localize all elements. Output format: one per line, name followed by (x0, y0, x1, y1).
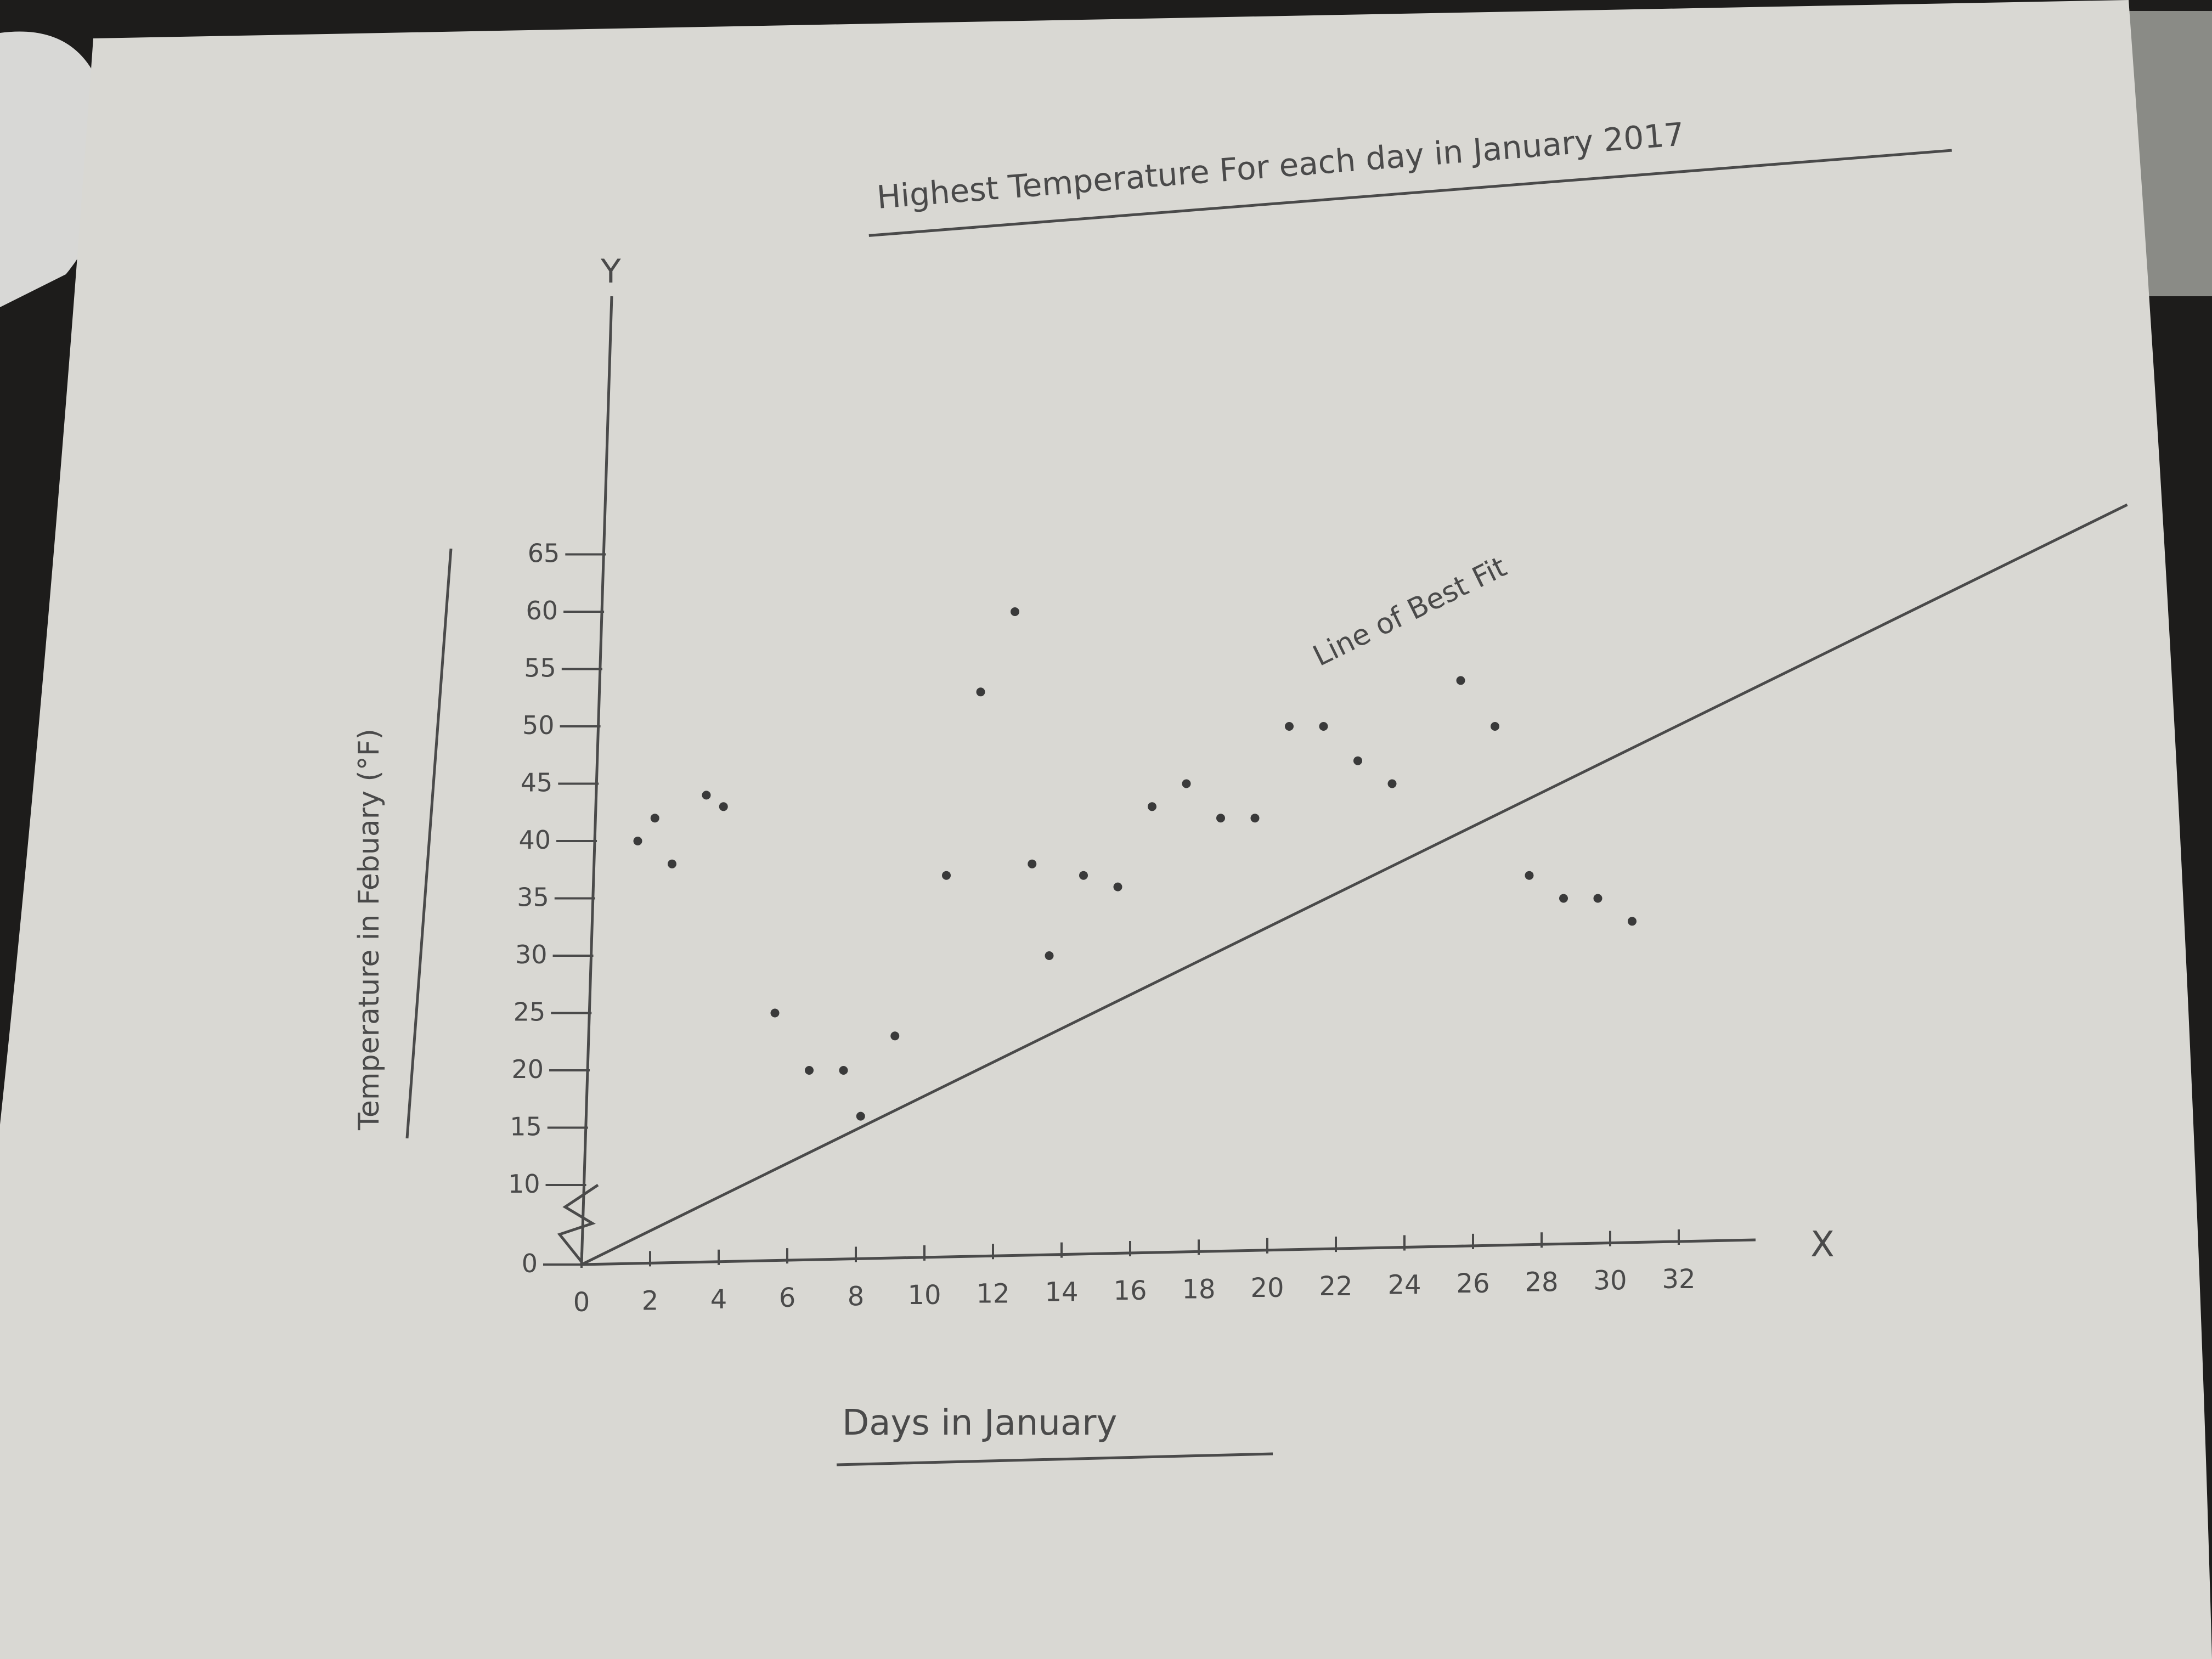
best-fit-line (580, 503, 2128, 1266)
x-tick-label: 26 (1456, 1268, 1489, 1299)
x-axis-ticks: 0 2 4 6 8 10 12 14 16 18 20 22 24 26 28 30 32 (573, 1229, 1696, 1318)
data-point (1182, 779, 1191, 788)
data-point (1148, 802, 1156, 811)
data-point (1045, 951, 1054, 960)
data-point (1216, 814, 1225, 823)
x-axis-label: Days in January (842, 1403, 1117, 1443)
data-point (633, 837, 642, 845)
data-point (976, 687, 985, 697)
x-axis-letter: X (1810, 1224, 1835, 1265)
x-tick-label: 0 (573, 1287, 590, 1318)
x-tick-label: 8 (848, 1282, 865, 1312)
chart-title-underline (868, 149, 1952, 237)
y-axis-label-group: Temperature in Febuary (°F) (353, 729, 386, 1131)
data-point (1628, 917, 1637, 926)
y-tick-label: 25 (514, 997, 546, 1027)
x-tick-label: 22 (1319, 1271, 1352, 1302)
data-points (633, 607, 1637, 1121)
x-tick-label: 6 (779, 1283, 796, 1313)
y-tick-label: 30 (515, 940, 548, 969)
y-axis-ticks: 0 10 15 20 25 30 35 40 45 50 55 60 65 (508, 539, 606, 1278)
y-axis-line (580, 296, 613, 1265)
y-axis-letter: Y (600, 252, 621, 291)
y-tick-label: 50 (522, 710, 555, 740)
y-tick-label: 55 (524, 653, 556, 683)
data-point (1353, 756, 1362, 765)
y-tick-label: 60 (526, 596, 558, 625)
data-point (719, 802, 728, 811)
x-tick-label: 2 (642, 1285, 659, 1316)
x-axis-line (581, 1238, 1756, 1266)
data-point (702, 791, 711, 800)
y-tick-label: 20 (511, 1054, 544, 1084)
y-axis-label-underline (405, 548, 453, 1139)
y-axis-label: Temperature in Febuary (°F) (353, 729, 386, 1131)
y-tick-label: 15 (510, 1112, 542, 1142)
x-tick-label: 32 (1662, 1264, 1695, 1295)
data-point (839, 1066, 848, 1075)
y-tick-label: 45 (521, 768, 553, 798)
data-point (942, 871, 951, 880)
data-point (1559, 894, 1568, 903)
y-tick-label: 40 (519, 825, 551, 855)
data-point (890, 1031, 900, 1041)
y-tick-label: 35 (517, 883, 549, 912)
x-tick-label: 18 (1182, 1274, 1215, 1305)
x-tick-label: 10 (907, 1280, 941, 1311)
data-point (1250, 814, 1260, 823)
data-point (1491, 722, 1499, 731)
data-point (1319, 722, 1328, 731)
y-axis-break-zigzag (557, 1183, 599, 1263)
x-tick-label: 20 (1250, 1273, 1284, 1304)
data-point (770, 1008, 780, 1018)
x-tick-label: 16 (1113, 1276, 1147, 1306)
data-point (668, 859, 676, 868)
data-point (1011, 607, 1019, 616)
x-axis-label-underline (836, 1452, 1273, 1466)
data-point (1079, 871, 1088, 880)
y-tick-label: 10 (508, 1169, 540, 1199)
data-point (1113, 882, 1122, 891)
data-point (1525, 871, 1534, 880)
data-point (650, 814, 659, 823)
data-point (805, 1066, 814, 1075)
data-point (1387, 779, 1397, 788)
data-point (1593, 894, 1602, 903)
data-point (1456, 676, 1465, 685)
y-tick-label: 0 (522, 1249, 538, 1278)
x-tick-label: 28 (1525, 1267, 1558, 1297)
x-tick-label: 12 (976, 1278, 1009, 1309)
data-point (1028, 859, 1037, 868)
x-tick-label: 4 (710, 1284, 727, 1315)
y-tick-label: 65 (528, 539, 560, 568)
x-tick-label: 30 (1593, 1266, 1627, 1296)
x-tick-label: 24 (1387, 1270, 1421, 1301)
data-point (856, 1111, 865, 1121)
data-point (1285, 722, 1294, 731)
x-tick-label: 14 (1045, 1277, 1078, 1308)
